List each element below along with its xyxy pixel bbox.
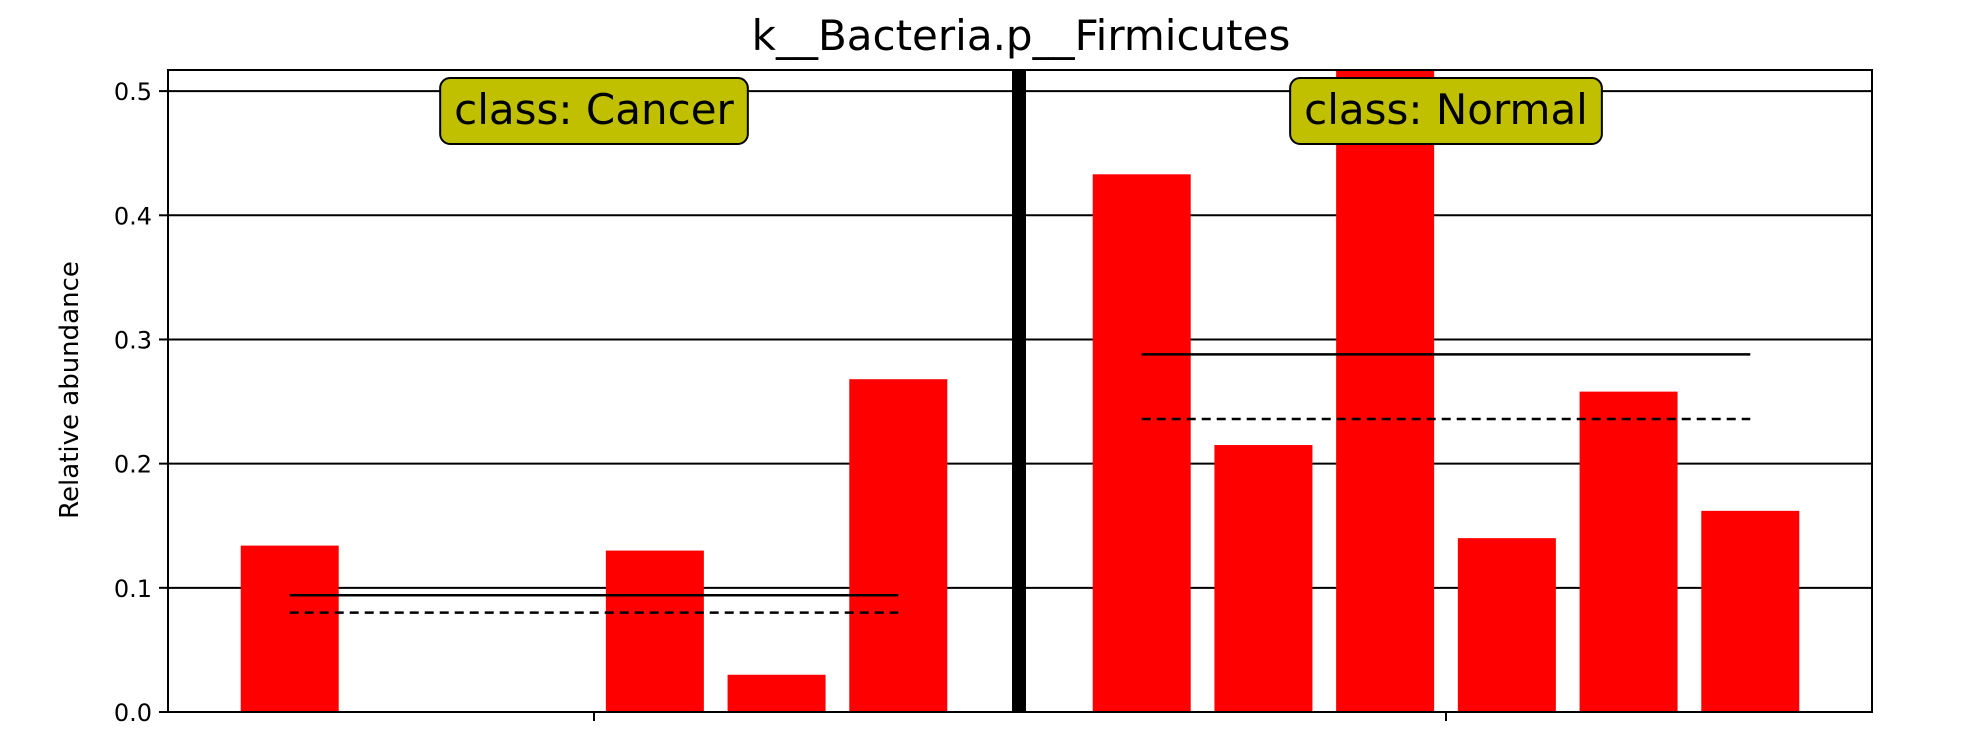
bar bbox=[1701, 510, 1800, 712]
class-label-text: class: Cancer bbox=[454, 85, 734, 134]
y-axis-label: Relative abundance bbox=[55, 261, 85, 519]
group-stat-lines bbox=[289, 353, 1751, 614]
bar bbox=[605, 550, 704, 712]
y-axis: 0.0 0.1 0.2 0.3 0.4 0.5 bbox=[114, 78, 168, 727]
y-tick-label: 0.2 bbox=[114, 451, 152, 479]
class-label-background bbox=[1289, 77, 1603, 145]
y-tick-label: 0.5 bbox=[114, 78, 152, 106]
chart-title: k__Bacteria.p__Firmicutes bbox=[752, 11, 1291, 60]
y-tick-label: 0.3 bbox=[114, 326, 152, 354]
bar bbox=[1092, 174, 1191, 713]
x-axis bbox=[593, 712, 1447, 721]
class-labels: class: Cancer class: Normal bbox=[439, 77, 1603, 145]
bar bbox=[1214, 445, 1313, 712]
bar bbox=[1579, 391, 1678, 712]
bar bbox=[240, 545, 339, 712]
bar bbox=[1457, 538, 1556, 712]
y-tick-label: 0.0 bbox=[114, 699, 152, 727]
bar bbox=[849, 379, 948, 712]
class-label-text: class: Normal bbox=[1304, 85, 1588, 134]
class-label-box: class: Normal bbox=[1289, 77, 1603, 145]
bars bbox=[240, 70, 1800, 713]
bar bbox=[727, 674, 826, 712]
class-label-background bbox=[439, 77, 749, 145]
bar bbox=[1336, 70, 1435, 712]
y-tick-label: 0.1 bbox=[114, 575, 152, 603]
class-label-box: class: Cancer bbox=[439, 77, 749, 145]
y-tick-label: 0.4 bbox=[114, 202, 152, 230]
